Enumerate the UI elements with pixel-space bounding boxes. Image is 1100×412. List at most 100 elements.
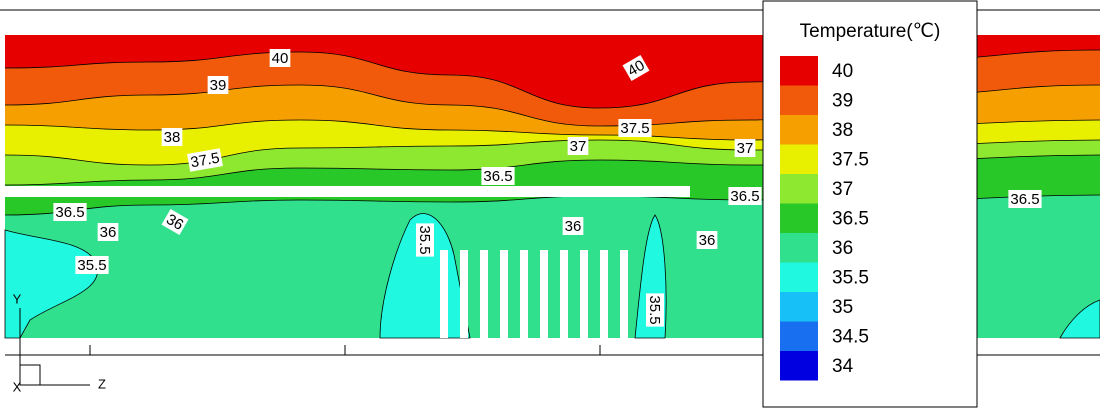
contour-label-text: 36.5	[1010, 191, 1039, 208]
legend-label: 38	[832, 120, 853, 141]
slat	[580, 250, 588, 338]
contour-label-bg	[207, 76, 229, 94]
legend-label: 35	[832, 297, 853, 318]
legend-items: 40 39 38 37.5 37 36.5 36 35.5 35 34.5 34	[780, 56, 869, 381]
legend-title: Temperature(℃)	[800, 21, 941, 42]
contour-label-text: 36	[699, 232, 716, 249]
legend-label: 40	[832, 61, 853, 82]
legend-label: 35.5	[832, 267, 869, 288]
slat	[440, 250, 448, 338]
contour-label-text: 36	[565, 218, 582, 235]
legend-label: 34	[832, 356, 854, 377]
legend-swatch	[780, 262, 818, 292]
contour-label-bg	[161, 128, 183, 146]
contour-label-text: 37.5	[620, 120, 649, 137]
contour-label: 35.5	[75, 256, 109, 274]
contour-label-bg	[734, 139, 756, 157]
legend-swatch	[780, 203, 818, 233]
contour-label-text: 37	[570, 138, 587, 155]
legend-swatch	[780, 85, 818, 115]
contour-label: 37	[734, 139, 756, 157]
contour-line	[634, 214, 667, 339]
contour-label-bg	[562, 217, 584, 235]
legend-label: 36.5	[832, 208, 869, 229]
contour-label-text: 40	[272, 50, 289, 67]
legend-label: 36	[832, 238, 853, 259]
contour-label: 40	[622, 55, 650, 81]
legend-label: 39	[832, 90, 853, 111]
contour-label-text: 38	[164, 129, 181, 146]
triad-box	[19, 364, 41, 386]
contour-labels: 40 40 39 38 37.5 37.5 37 37 36.5 36.5 36.5 36.5 36 36…	[53, 49, 1042, 327]
contour-label-text: 36.5	[483, 168, 512, 185]
contour-label: 37	[567, 137, 589, 155]
contour-line	[379, 213, 471, 339]
legend-swatch	[780, 321, 818, 351]
contour-label-text: 36	[163, 211, 186, 234]
contour-label: 35.5	[416, 223, 434, 257]
contour-label: 36.5	[1008, 190, 1042, 208]
contour-label-bg	[97, 223, 119, 241]
contour-label-bg	[481, 167, 515, 185]
slat	[620, 250, 628, 338]
contour-label-bg	[53, 203, 87, 221]
contour-label: 36	[562, 217, 584, 235]
contour-label: 37.5	[187, 148, 223, 172]
slat	[540, 250, 548, 338]
slat	[560, 250, 568, 338]
legend-swatch	[780, 233, 818, 263]
legend-label: 37	[832, 179, 853, 200]
contour-label-text: 37	[737, 140, 754, 157]
contour-label: 38	[161, 128, 183, 146]
contour-label-bg	[269, 49, 291, 67]
contour-band	[5, 230, 98, 338]
contour-label: 36	[97, 223, 119, 241]
slat	[500, 250, 508, 338]
contour-label-text: 35.5	[646, 295, 663, 324]
contour-label-bg	[728, 187, 762, 205]
contour-label-text: 40	[625, 57, 648, 80]
contour-label: 36.5	[728, 187, 762, 205]
legend: Temperature(℃) 40 39 38 37.5 37 36.5 36 35.5 35 3…	[762, 0, 978, 408]
slat	[460, 250, 468, 338]
slat	[600, 250, 608, 338]
contour-line	[1059, 299, 1100, 339]
legend-swatch	[780, 174, 818, 204]
contour-label: 36.5	[53, 203, 87, 221]
contour-label-bg	[622, 55, 650, 81]
contour-label-bg	[618, 119, 652, 137]
contour-label-text: 37.5	[189, 150, 221, 172]
contour-label: 36.5	[481, 167, 515, 185]
contour-label-bg	[161, 209, 189, 235]
legend-swatch	[780, 351, 818, 381]
legend-swatch	[780, 144, 818, 174]
contour-label: 40	[269, 49, 291, 67]
wall	[5, 186, 690, 197]
axis-label-z: Z	[98, 376, 106, 391]
contour-label-bg	[696, 231, 718, 249]
contour-label: 36	[696, 231, 718, 249]
legend-label: 37.5	[832, 149, 869, 170]
legend-label: 34.5	[832, 326, 869, 347]
axis-label-x: X	[13, 379, 22, 394]
axis-label-y: Y	[13, 291, 22, 306]
slat	[480, 250, 488, 338]
contour-band	[1060, 300, 1100, 338]
contour-label: 35.5	[646, 293, 664, 327]
contour-label-text: 35.5	[416, 225, 433, 254]
contour-label: 39	[207, 76, 229, 94]
contour-label-text: 36.5	[730, 188, 759, 205]
contour-label-text: 36	[100, 224, 117, 241]
axis-triad: Y X Z	[13, 291, 106, 394]
slat	[520, 250, 528, 338]
contour-label: 36	[161, 209, 189, 235]
contour-label-bg	[1008, 190, 1042, 208]
legend-swatch	[780, 115, 818, 145]
contour-label-bg	[75, 256, 109, 274]
contour-label-bg	[567, 137, 589, 155]
contour-label-text: 39	[210, 77, 227, 94]
contour-label-bg	[187, 148, 223, 172]
contour-label: 37.5	[618, 119, 652, 137]
contour-label-text: 35.5	[77, 257, 106, 274]
